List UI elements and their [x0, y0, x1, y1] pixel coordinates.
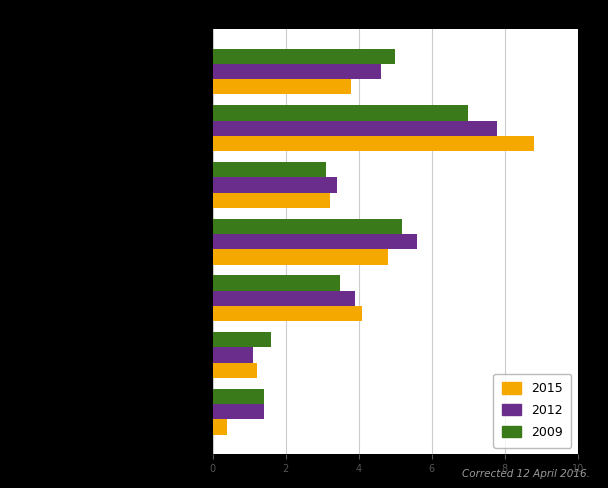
Bar [213, 136, 534, 151]
Bar [213, 193, 330, 208]
Bar [213, 105, 468, 121]
Bar [213, 347, 253, 363]
Bar [213, 363, 257, 378]
Bar [213, 306, 362, 321]
Legend: 2015, 2012, 2009: 2015, 2012, 2009 [493, 374, 572, 447]
Bar [213, 419, 227, 434]
Bar [213, 162, 326, 177]
Bar [213, 388, 264, 404]
Bar [213, 275, 340, 290]
Bar [213, 332, 271, 347]
Bar [213, 64, 381, 79]
Text: Corrected 12 April 2016.: Corrected 12 April 2016. [462, 469, 590, 479]
Bar [213, 177, 337, 193]
Bar [213, 404, 264, 419]
Bar [213, 234, 417, 249]
Bar [213, 219, 402, 234]
Bar [213, 249, 388, 264]
Bar [213, 79, 351, 95]
Bar [213, 49, 395, 64]
Bar [213, 290, 355, 306]
Bar [213, 121, 497, 136]
